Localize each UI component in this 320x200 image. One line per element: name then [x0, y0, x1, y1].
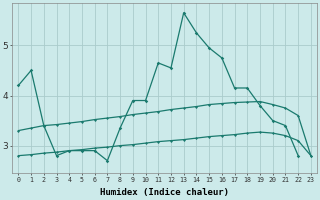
X-axis label: Humidex (Indice chaleur): Humidex (Indice chaleur) [100, 188, 229, 197]
